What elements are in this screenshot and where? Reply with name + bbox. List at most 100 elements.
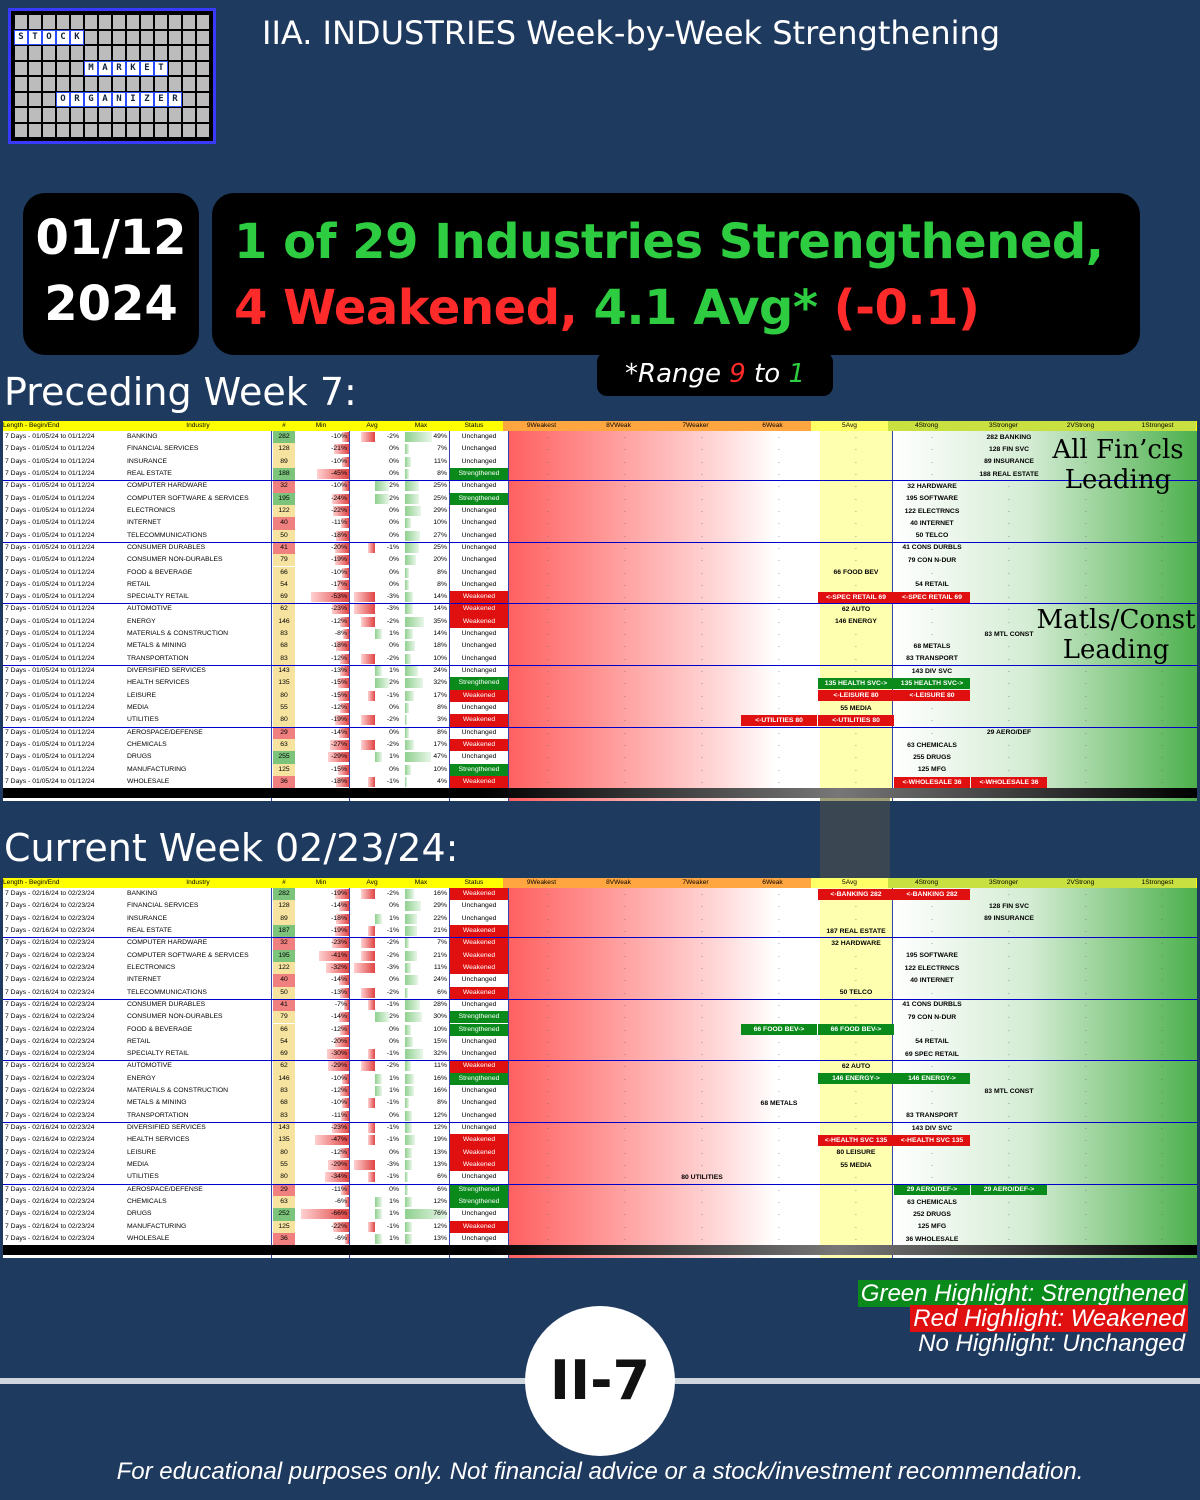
header-cell: 1Strongest bbox=[1119, 421, 1196, 431]
avg-bar bbox=[361, 715, 375, 726]
empty-cell-dot: . bbox=[1161, 716, 1163, 724]
empty-cell-dot: . bbox=[1008, 1000, 1010, 1008]
column-divider bbox=[508, 888, 509, 1258]
empty-cell-dot: . bbox=[931, 716, 933, 724]
logo-tile bbox=[155, 30, 167, 44]
empty-cell-dot: . bbox=[931, 902, 933, 910]
row-count: 41 bbox=[273, 541, 295, 555]
row-avg: 1% bbox=[389, 630, 399, 638]
row-length: 7 Days - 02/16/24 to 02/23/24 bbox=[5, 1222, 95, 1230]
logo-tile bbox=[183, 123, 195, 137]
empty-cell-dot: . bbox=[855, 777, 857, 785]
tier-label-previous: 146 ENERGY-> bbox=[818, 1073, 894, 1085]
row-count: 40 bbox=[273, 517, 295, 530]
empty-cell-dot: . bbox=[701, 1185, 703, 1193]
table-row: 7 Days - 02/16/24 to 02/23/24 TELECOMMUNI… bbox=[3, 986, 1197, 999]
empty-cell-dot: . bbox=[1161, 543, 1163, 551]
empty-cell-dot: . bbox=[624, 1062, 626, 1070]
empty-cell-dot: . bbox=[1008, 568, 1010, 576]
row-avg: -1% bbox=[386, 543, 399, 551]
logo-tile bbox=[127, 46, 139, 60]
empty-cell-dot: . bbox=[778, 1222, 780, 1230]
max-bar bbox=[405, 1049, 423, 1060]
logo-tile bbox=[57, 46, 69, 60]
empty-cell-dot: . bbox=[1085, 963, 1087, 971]
row-min: -17% bbox=[331, 580, 347, 588]
empty-cell-dot: . bbox=[1085, 469, 1087, 477]
min-bar bbox=[338, 901, 349, 912]
row-industry: COMPUTER HARDWARE bbox=[127, 939, 208, 947]
min-bar bbox=[335, 889, 349, 899]
empty-cell-dot: . bbox=[1085, 1087, 1087, 1095]
table-row: 7 Days - 02/16/24 to 02/23/24 FINANCIAL S… bbox=[3, 900, 1197, 913]
table-row: 7 Days - 01/05/24 to 01/12/24 BANKING 282 -… bbox=[3, 431, 1197, 444]
tier-label: 80 LEISURE bbox=[836, 1149, 876, 1157]
min-bar bbox=[336, 530, 349, 541]
tier-label-previous: <-BANKING 282 bbox=[818, 888, 894, 900]
row-count: 32 bbox=[273, 937, 295, 950]
avg-bar bbox=[375, 1209, 382, 1220]
logo-tile bbox=[183, 46, 195, 60]
empty-cell-dot: . bbox=[855, 753, 857, 761]
empty-cell-dot: . bbox=[1085, 1210, 1087, 1218]
empty-cell-dot: . bbox=[1161, 1111, 1163, 1119]
empty-cell-dot: . bbox=[1085, 556, 1087, 564]
logo-tile bbox=[141, 46, 153, 60]
empty-cell-dot: . bbox=[624, 1234, 626, 1242]
row-count: 69 bbox=[273, 1048, 295, 1061]
empty-cell-dot: . bbox=[855, 976, 857, 984]
row-min: -15% bbox=[331, 679, 347, 687]
empty-cell-dot: . bbox=[1085, 1185, 1087, 1193]
empty-cell-dot: . bbox=[701, 1037, 703, 1045]
logo-tile: E bbox=[140, 60, 154, 76]
empty-cell-dot: . bbox=[1085, 519, 1087, 527]
logo-tile bbox=[169, 77, 181, 91]
group-separator bbox=[3, 726, 1197, 728]
empty-cell-dot: . bbox=[547, 580, 549, 588]
row-avg: 0% bbox=[389, 1037, 399, 1045]
row-length: 7 Days - 02/16/24 to 02/23/24 bbox=[5, 1136, 95, 1144]
tier-label: 29 AERO/DEF-> bbox=[894, 1184, 970, 1196]
row-avg: -1% bbox=[386, 1099, 399, 1107]
logo-tile: M bbox=[84, 60, 98, 76]
row-min: -6% bbox=[334, 1234, 347, 1242]
row-max: 25% bbox=[433, 543, 447, 551]
logo-tile bbox=[43, 61, 55, 75]
empty-cell-dot: . bbox=[547, 1161, 549, 1169]
row-industry: CHEMICALS bbox=[127, 1198, 167, 1205]
row-count: 62 bbox=[273, 603, 295, 616]
empty-cell-dot: . bbox=[1008, 963, 1010, 971]
logo-tile bbox=[197, 61, 209, 75]
row-avg: -2% bbox=[386, 951, 399, 959]
avg-bar bbox=[361, 938, 375, 949]
table-row: 7 Days - 02/16/24 to 02/23/24 TRANSPORTAT… bbox=[3, 1109, 1197, 1123]
row-count: 80 bbox=[273, 1146, 295, 1160]
empty-cell-dot: . bbox=[547, 494, 549, 502]
row-max: 32% bbox=[433, 679, 447, 687]
empty-cell-dot: . bbox=[1085, 691, 1087, 699]
logo-tile bbox=[197, 77, 209, 91]
min-bar bbox=[338, 1012, 349, 1023]
avg-bar bbox=[368, 1049, 375, 1060]
tier-label: 54 RETAIL bbox=[915, 1038, 949, 1046]
row-industry: MEDIA bbox=[127, 704, 149, 712]
empty-cell-dot: . bbox=[931, 704, 933, 712]
empty-cell-dot: . bbox=[1085, 667, 1087, 675]
table-row: 7 Days - 02/16/24 to 02/23/24 MANUFACTURI… bbox=[3, 1220, 1197, 1233]
tier-label: 50 TELCO bbox=[915, 532, 949, 540]
logo-tile bbox=[15, 61, 27, 75]
max-bar bbox=[405, 987, 409, 998]
row-count: 255 bbox=[273, 751, 295, 764]
row-avg: 2% bbox=[389, 494, 399, 502]
row-max: 21% bbox=[433, 926, 447, 934]
min-bar bbox=[341, 1184, 349, 1195]
row-avg: 0% bbox=[389, 580, 399, 588]
empty-cell-dot: . bbox=[1161, 890, 1163, 897]
row-count: 128 bbox=[273, 900, 295, 913]
row-max: 24% bbox=[433, 976, 447, 984]
empty-cell-dot: . bbox=[778, 445, 780, 453]
table-row: 7 Days - 02/16/24 to 02/23/24 INTERNET 40 -… bbox=[3, 974, 1197, 987]
tier-label: 128 FIN SVC bbox=[988, 902, 1030, 910]
group-separator bbox=[3, 541, 1197, 543]
row-max: 29% bbox=[433, 902, 447, 910]
